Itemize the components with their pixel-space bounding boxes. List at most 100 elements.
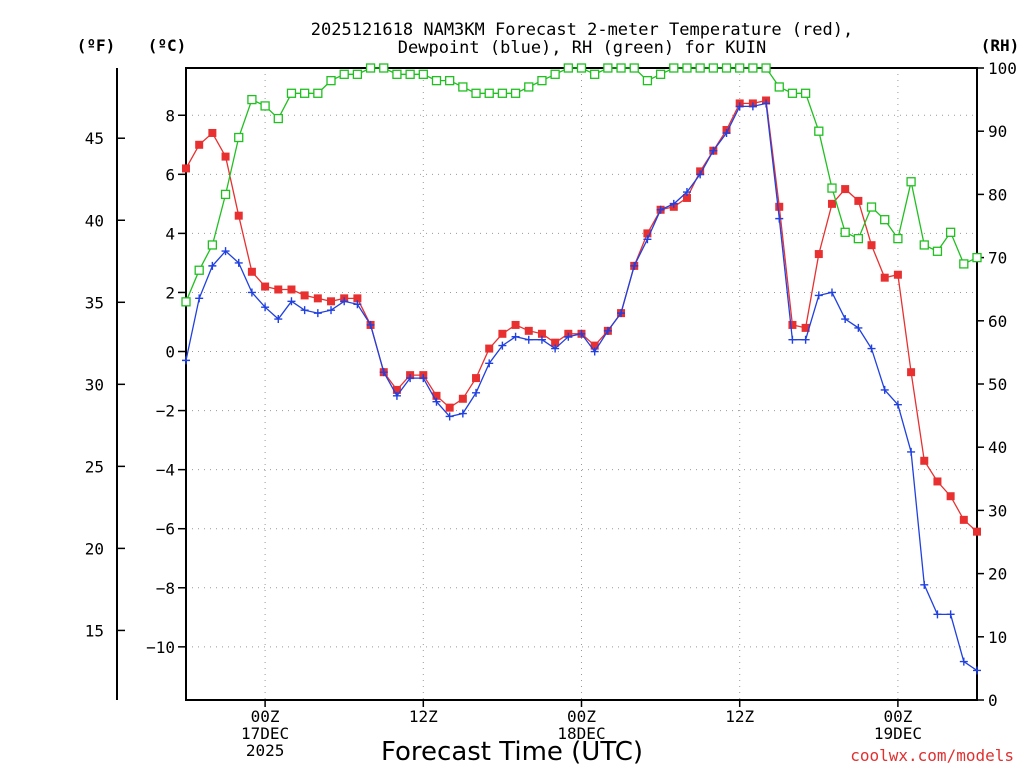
temperature-point — [788, 320, 797, 329]
dewpoint-point — [603, 326, 612, 335]
temperature-point — [801, 323, 810, 332]
dewpoint-point — [327, 306, 336, 315]
dewpoint-point — [814, 291, 823, 300]
temperature-point — [907, 368, 916, 377]
relative-humidity-point — [181, 297, 191, 307]
relative-humidity-point — [972, 252, 982, 263]
temperature-point — [682, 193, 691, 202]
dewpoint-point — [854, 323, 863, 332]
x-axis-label: Forecast Time (UTC) — [381, 737, 643, 767]
fahrenheit-tick-label: 20 — [85, 539, 104, 558]
dewpoint-point — [920, 580, 929, 589]
temperature-line — [185, 99, 978, 533]
temperature-point — [959, 515, 968, 524]
dewpoint-point — [379, 368, 388, 377]
temperature-point — [287, 285, 296, 294]
series-group — [181, 63, 982, 675]
temperature-point — [551, 338, 560, 347]
time-tick-label: 17DEC — [241, 724, 289, 743]
relative-humidity-point — [418, 69, 428, 79]
relative-humidity-point — [484, 88, 494, 98]
dewpoint-point — [827, 288, 836, 297]
relative-humidity-point — [458, 82, 468, 92]
dewpoint-point — [696, 170, 705, 179]
relative-humidity-point — [669, 63, 679, 73]
dewpoint-point — [261, 303, 270, 312]
temperature-point — [933, 477, 942, 486]
time-tick-label: 00Z — [567, 707, 596, 726]
credit-text: coolwx.com/models — [850, 746, 1014, 765]
temperature-point — [261, 282, 270, 291]
temperature-point — [511, 320, 520, 329]
relative-humidity-point — [392, 69, 402, 79]
dewpoint-point — [234, 258, 243, 267]
temperature-point — [458, 394, 467, 403]
fahrenheit-tick-label: 40 — [85, 211, 104, 230]
celsius-tick-label: 6 — [165, 165, 175, 184]
dewpoint-point — [551, 344, 560, 353]
relative-humidity-point — [774, 82, 784, 92]
chart-title-line-1: 2025121618 NAM3KM Forecast 2-meter Tempe… — [311, 20, 853, 40]
dewpoint-point — [946, 610, 955, 619]
time-tick-label: 18DEC — [557, 724, 605, 743]
fahrenheit-tick-label: 15 — [85, 621, 104, 640]
dewpoint-point — [669, 199, 678, 208]
relative-humidity-point — [234, 132, 244, 143]
temperature-point — [234, 211, 243, 220]
relative-humidity-point — [471, 88, 481, 98]
dewpoint-point — [564, 332, 573, 341]
temperature-point — [524, 326, 533, 335]
temperature-point — [854, 196, 863, 205]
time-tick-label: 00Z — [251, 707, 280, 726]
temperature-point — [472, 374, 481, 383]
dewpoint-point — [643, 235, 652, 244]
relative-humidity-point — [550, 69, 560, 79]
relative-humidity-point — [247, 94, 257, 105]
dewpoint-point — [656, 205, 665, 214]
rh-tick-label: 10 — [988, 628, 1007, 647]
temperature-point — [867, 241, 876, 250]
temperature-point — [300, 291, 309, 300]
relative-humidity-point — [919, 240, 929, 250]
rh-tick-label: 30 — [988, 501, 1007, 520]
relative-humidity-point — [445, 75, 455, 86]
dewpoint-point — [630, 261, 639, 270]
relative-humidity-point — [510, 88, 521, 98]
dewpoint-point — [287, 297, 296, 306]
dewpoint-point — [406, 374, 415, 383]
relative-humidity-point — [590, 69, 600, 79]
dewpoint-point — [880, 385, 889, 394]
relative-humidity-point — [880, 215, 890, 225]
temperature-point — [208, 128, 217, 137]
relative-humidity-point — [735, 63, 745, 73]
fahrenheit-tick-label: 45 — [85, 129, 104, 148]
dewpoint-point — [498, 341, 507, 350]
dewpoint-point — [748, 102, 757, 111]
dewpoint-point — [801, 335, 810, 344]
relative-humidity-point — [524, 82, 534, 92]
relative-humidity-point — [893, 233, 903, 244]
celsius-tick-label: −6 — [156, 520, 175, 539]
relative-humidity-point — [537, 75, 547, 86]
temperature-point — [353, 294, 362, 303]
dewpoint-point — [788, 335, 797, 344]
relative-humidity-point — [273, 113, 283, 124]
dewpoint-point — [867, 344, 876, 353]
dewpoint-point — [458, 409, 467, 418]
dewpoint-point — [590, 347, 599, 356]
celsius-tick-label: 4 — [165, 224, 175, 243]
temperature-point — [827, 199, 836, 208]
relative-humidity-point — [853, 233, 863, 244]
rh-tick-label: 70 — [988, 249, 1007, 268]
temperature-point — [537, 329, 546, 338]
celsius-tick-label: −8 — [156, 579, 175, 598]
chart-title-line-2: Dewpoint (blue), RH (green) for KUIN — [398, 38, 766, 58]
rh-tick-label: 20 — [988, 565, 1007, 584]
dewpoint-point — [419, 374, 428, 383]
dewpoint-point — [195, 294, 204, 303]
relative-humidity-point — [379, 63, 389, 73]
dewpoint-point — [893, 400, 902, 409]
rh-unit-label: (RH) — [981, 36, 1020, 55]
